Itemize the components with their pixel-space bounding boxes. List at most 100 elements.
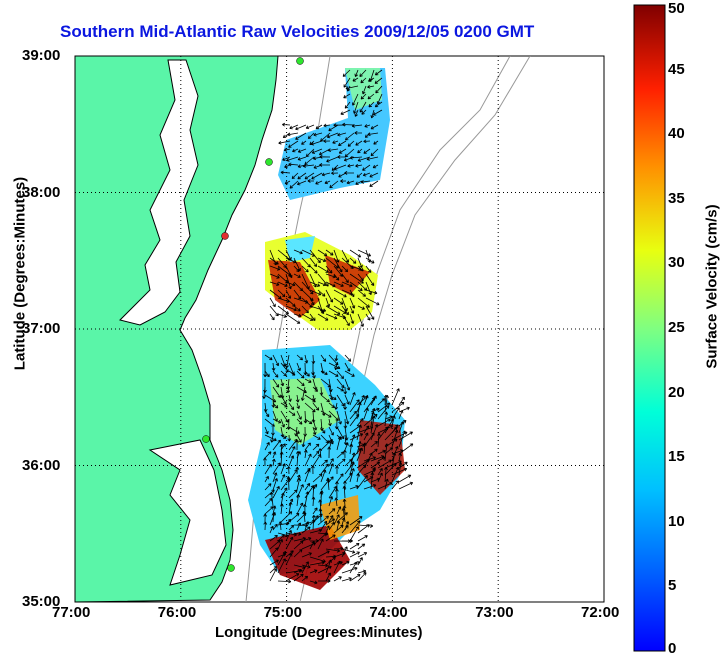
velocity-arrow	[347, 140, 355, 147]
velocity-arrow	[362, 164, 371, 171]
velocity-arrow	[344, 354, 352, 362]
velocity-arrow	[312, 386, 318, 392]
velocity-arrow	[280, 492, 285, 507]
velocity-arrow	[325, 313, 338, 320]
velocity-arrow	[293, 532, 302, 536]
velocity-arrow	[279, 451, 284, 467]
velocity-arrow	[301, 561, 309, 574]
velocity-arrow	[341, 313, 350, 327]
colorbar-tick-label: 30	[668, 254, 685, 272]
velocity-arrow	[277, 305, 289, 315]
velocity-arrow	[320, 469, 327, 483]
velocity-arrow	[325, 534, 336, 542]
velocity-arrow	[349, 561, 358, 574]
velocity-arrow	[264, 463, 272, 475]
velocity-arrow	[349, 452, 356, 469]
velocity-arrow	[311, 148, 323, 154]
velocity-arrow	[365, 257, 375, 264]
velocity-arrow	[320, 479, 330, 491]
velocity-arrow	[317, 532, 327, 542]
velocity-arrow	[336, 436, 342, 451]
velocity-arrow	[315, 180, 323, 185]
velocity-arrow	[288, 410, 296, 416]
velocity-arrow	[272, 451, 277, 459]
velocity-arrow	[311, 172, 323, 180]
velocity-arrow	[384, 466, 388, 483]
velocity-arrow	[317, 289, 326, 297]
velocity-arrow	[312, 450, 320, 459]
velocity-arrow	[341, 566, 358, 574]
velocity-arrow	[325, 548, 341, 553]
velocity-arrow	[343, 77, 351, 88]
velocity-arrow	[277, 534, 285, 542]
velocity-arrow	[334, 488, 339, 499]
velocity-arrow	[341, 517, 346, 526]
velocity-arrow	[280, 463, 286, 475]
velocity-arrow	[285, 518, 292, 526]
velocity-arrow	[270, 434, 274, 443]
velocity-arrow	[333, 123, 347, 128]
velocity-arrow	[367, 132, 379, 137]
velocity-arrow	[293, 305, 301, 312]
x-axis-label: Longitude (Degrees:Minutes)	[215, 624, 423, 641]
velocity-arrow	[309, 313, 316, 321]
velocity-arrow	[288, 162, 299, 167]
velocity-arrow	[334, 497, 339, 507]
velocity-arrow	[341, 546, 348, 558]
velocity-arrow	[342, 485, 347, 499]
velocity-arrow	[309, 257, 318, 267]
velocity-arrow	[309, 540, 315, 550]
velocity-arrow	[398, 452, 402, 462]
velocity-arrow	[271, 427, 275, 436]
velocity-arrow	[295, 450, 300, 467]
velocity-arrow	[285, 550, 294, 558]
velocity-arrow	[349, 410, 357, 420]
velocity-arrow	[312, 453, 321, 467]
velocity-arrow	[357, 305, 365, 310]
velocity-arrow	[264, 370, 270, 378]
velocity-arrow	[337, 132, 347, 137]
velocity-arrow	[264, 475, 269, 483]
velocity-arrow	[354, 69, 359, 78]
velocity-arrow	[317, 249, 328, 257]
velocity-arrow	[301, 526, 311, 534]
velocity-arrow	[340, 109, 351, 115]
colorbar-tick-label: 45	[668, 60, 685, 78]
velocity-arrow	[356, 172, 363, 178]
velocity-arrow	[264, 489, 275, 499]
velocity-arrow	[280, 418, 285, 428]
colorbar-tick-label: 25	[668, 319, 685, 336]
velocity-arrow	[280, 434, 287, 439]
velocity-arrow	[285, 289, 292, 299]
velocity-arrow	[284, 164, 291, 169]
velocity-arrow	[285, 553, 293, 566]
velocity-arrow	[377, 482, 393, 490]
velocity-arrow	[328, 394, 337, 400]
colorbar-label: Surface Velocity (cm/s)	[703, 204, 721, 369]
velocity-arrow	[349, 520, 361, 534]
colorbar-tick-label: 40	[668, 125, 685, 143]
velocity-arrow	[263, 521, 268, 531]
velocity-arrow	[300, 386, 306, 401]
velocity-arrow	[362, 442, 367, 455]
velocity-arrow	[325, 297, 331, 308]
velocity-arrow	[376, 432, 381, 448]
velocity-arrow	[302, 164, 315, 168]
velocity-arrow	[297, 156, 307, 161]
velocity-arrow	[288, 469, 298, 483]
velocity-arrow	[362, 85, 367, 95]
velocity-arrow	[327, 148, 339, 152]
velocity-arrow	[305, 148, 315, 158]
velocity-arrow	[370, 124, 379, 130]
velocity-arrow	[264, 418, 275, 427]
velocity-arrow	[293, 289, 302, 300]
velocity-arrow	[309, 560, 325, 566]
velocity-arrow	[363, 394, 369, 406]
velocity-arrow	[296, 378, 305, 387]
velocity-arrow	[304, 172, 315, 180]
velocity-arrow	[269, 525, 274, 534]
velocity-arrow	[269, 297, 276, 308]
velocity-arrow	[370, 424, 379, 441]
velocity-arrow	[312, 434, 321, 440]
velocity-arrow	[391, 452, 397, 469]
